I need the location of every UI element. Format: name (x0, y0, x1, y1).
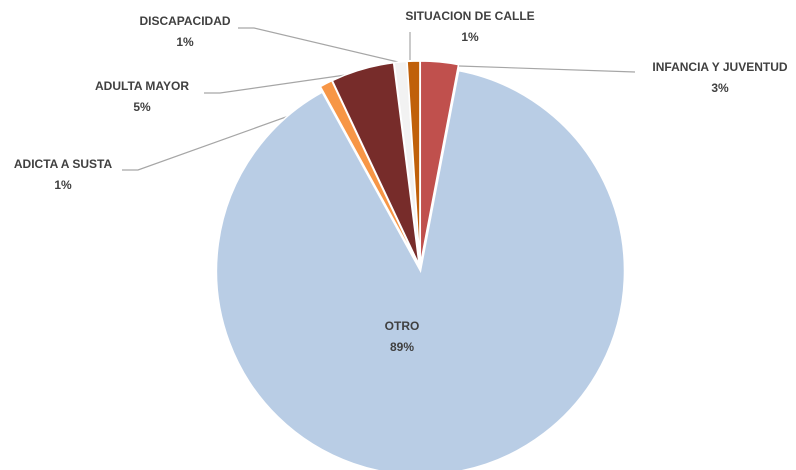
slice-value-label: 1% (461, 30, 479, 44)
slice-value-label: 89% (390, 340, 414, 354)
slice-label: INFANCIA Y JUVENTUD (652, 60, 787, 74)
leader-line (238, 27, 399, 63)
leader-line (204, 69, 381, 94)
slice-value-label: 1% (176, 35, 194, 49)
pie-slice (215, 69, 626, 470)
slice-value-label: 5% (133, 100, 151, 114)
pie-slice (406, 60, 421, 266)
leader-line (458, 65, 636, 73)
slice-label: OTRO (385, 319, 420, 333)
slice-label: ADULTA MAYOR (95, 79, 189, 93)
slice-value-label: 3% (711, 81, 729, 95)
slice-label: ADICTA A SUSTA (14, 157, 113, 171)
slice-label: DISCAPACIDAD (139, 14, 230, 28)
slice-value-label: 1% (54, 178, 72, 192)
slice-label: SITUACION DE CALLE (405, 9, 534, 23)
